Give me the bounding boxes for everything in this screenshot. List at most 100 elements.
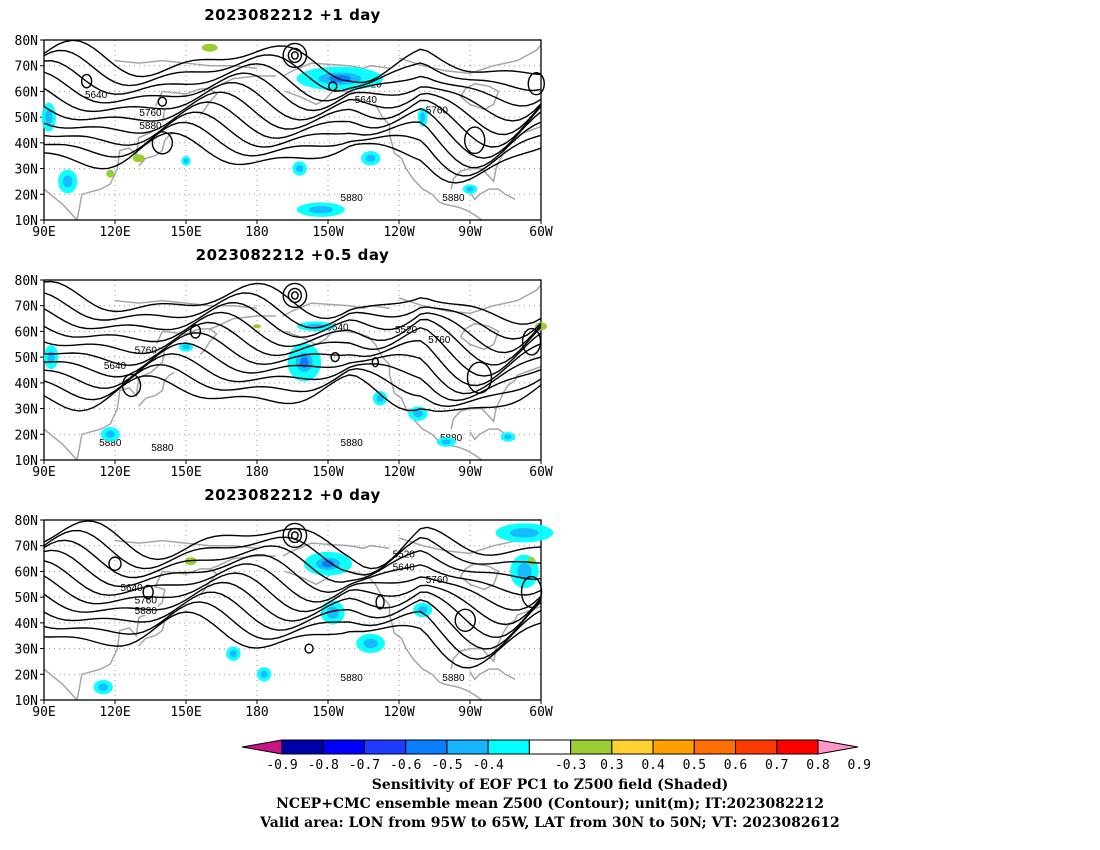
contour-label-bg: [98, 436, 123, 447]
contour-label-bg: [84, 88, 109, 99]
z500-contour-line: [43, 101, 542, 159]
colorbar-tick-label: -0.3: [555, 758, 586, 773]
colorbar-tick-label: -0.4: [472, 758, 503, 773]
lat-tick-label: 30N: [15, 163, 38, 178]
z500-closed-contour: [80, 73, 93, 89]
lat-tick-label: 50N: [15, 591, 38, 606]
coastline: [398, 284, 541, 315]
z500-contour-line: [43, 111, 542, 169]
coastline: [199, 328, 218, 356]
z500-contour-line: [43, 132, 542, 184]
sensitivity-shading-area: [326, 606, 339, 619]
sensitivity-shading-area: [45, 109, 53, 125]
colorbar-box: [652, 739, 695, 755]
coastline: [285, 90, 483, 220]
z500-closed-contour: [282, 282, 308, 309]
contour-label-bg: [424, 103, 449, 115]
panel-title: 2023082212 +1 day: [204, 6, 381, 24]
contour-label: 5880: [99, 438, 122, 449]
sensitivity-shading-area: [365, 154, 376, 162]
sensitivity-shading-area: [413, 410, 423, 418]
lon-tick-label: 150E: [170, 465, 201, 480]
map-frame: [43, 39, 542, 221]
contour-label: 5760: [135, 345, 158, 356]
z500-closed-contour: [527, 72, 545, 96]
z500-closed-contour: [375, 594, 385, 610]
lat-tick-label: 70N: [15, 540, 38, 555]
lat-tick-label: 10N: [15, 694, 38, 709]
lon-tick-label: 180: [245, 465, 268, 480]
lat-tick-label: 60N: [15, 565, 38, 580]
z500-contour-line: [43, 363, 542, 408]
z500-contours: [43, 520, 543, 669]
positive-shading-area: [253, 324, 261, 329]
colorbar-box: [570, 739, 613, 755]
colorbar-box: [776, 739, 819, 755]
z500-contour-line: [43, 49, 542, 92]
colorbar-box: [281, 739, 324, 755]
coastline: [469, 668, 516, 681]
lon-tick-label: 120E: [99, 465, 130, 480]
lat-tick-label: 80N: [15, 274, 38, 289]
z500-contour-line: [43, 539, 542, 583]
lon-tick-label: 150W: [312, 705, 343, 720]
colorbar-box: [363, 739, 407, 755]
contour-label-bg: [391, 560, 416, 572]
lon-tick-label: 180: [245, 705, 268, 720]
contour-label: 5760: [426, 105, 449, 116]
contour-label: 5520: [393, 549, 416, 560]
lat-tick-label: 40N: [15, 377, 38, 392]
z500-contour-line: [43, 601, 542, 660]
z500-contour-line: [43, 374, 542, 413]
lon-tick-label: 60W: [529, 225, 553, 240]
coastline: [44, 75, 276, 220]
contour-label-bg: [119, 580, 144, 592]
lon-tick-label: 90W: [458, 705, 482, 720]
lat-tick-label: 70N: [15, 300, 38, 315]
contour-label-bg: [325, 320, 350, 332]
contour-label: 5880: [341, 193, 364, 204]
caption-line-2: NCEP+CMC ensemble mean Z500 (Contour); u…: [276, 796, 824, 812]
lon-tick-label: 150E: [170, 225, 201, 240]
z500-contour-line: [43, 311, 542, 366]
lon-tick-label: 60W: [529, 705, 553, 720]
z500-closed-contour: [290, 51, 299, 60]
colorbar-box: [528, 739, 572, 755]
colorbar-tick-label: 0.7: [765, 758, 788, 773]
contour-label-bg: [138, 106, 163, 117]
contour-label-bg: [339, 190, 364, 202]
z500-closed-contour: [290, 531, 299, 540]
z500-contour-line: [43, 301, 542, 354]
lon-tick-label: 120W: [383, 465, 414, 480]
lat-tick-label: 20N: [15, 428, 38, 443]
contour-label: 5880: [442, 673, 465, 684]
z500-contour-line: [43, 549, 542, 596]
z500-closed-contour: [189, 324, 202, 339]
lat-tick-label: 80N: [15, 514, 38, 529]
contour-label: 5760: [139, 108, 162, 119]
z500-closed-contour: [142, 584, 154, 600]
lat-tick-label: 60N: [15, 325, 38, 340]
colorbar-below-arrow: [241, 739, 283, 755]
z500-contour-line: [43, 332, 542, 387]
contour-label-bg: [441, 190, 466, 202]
z500-contour-line: [43, 59, 542, 107]
coastline: [114, 539, 258, 550]
z500-closed-contour: [121, 373, 142, 398]
lat-tick-label: 40N: [15, 617, 38, 632]
contour-label-bg: [353, 93, 378, 105]
panel-title: 2023082212 +0 day: [204, 486, 381, 504]
sensitivity-shading-area: [62, 175, 73, 188]
colorbar-box: [446, 739, 489, 755]
z500-closed-contour: [108, 556, 122, 572]
z500-closed-contour: [287, 47, 303, 64]
z500-closed-contour: [157, 96, 168, 107]
colorbar-tick-label: 0.8: [806, 758, 829, 773]
sensitivity-shading-area: [322, 560, 334, 568]
coastline: [469, 188, 516, 201]
lon-tick-label: 90E: [32, 705, 55, 720]
lon-tick-label: 120W: [383, 705, 414, 720]
z500-contour-line: [43, 611, 542, 669]
colorbar-tick-label: -0.8: [308, 758, 339, 773]
